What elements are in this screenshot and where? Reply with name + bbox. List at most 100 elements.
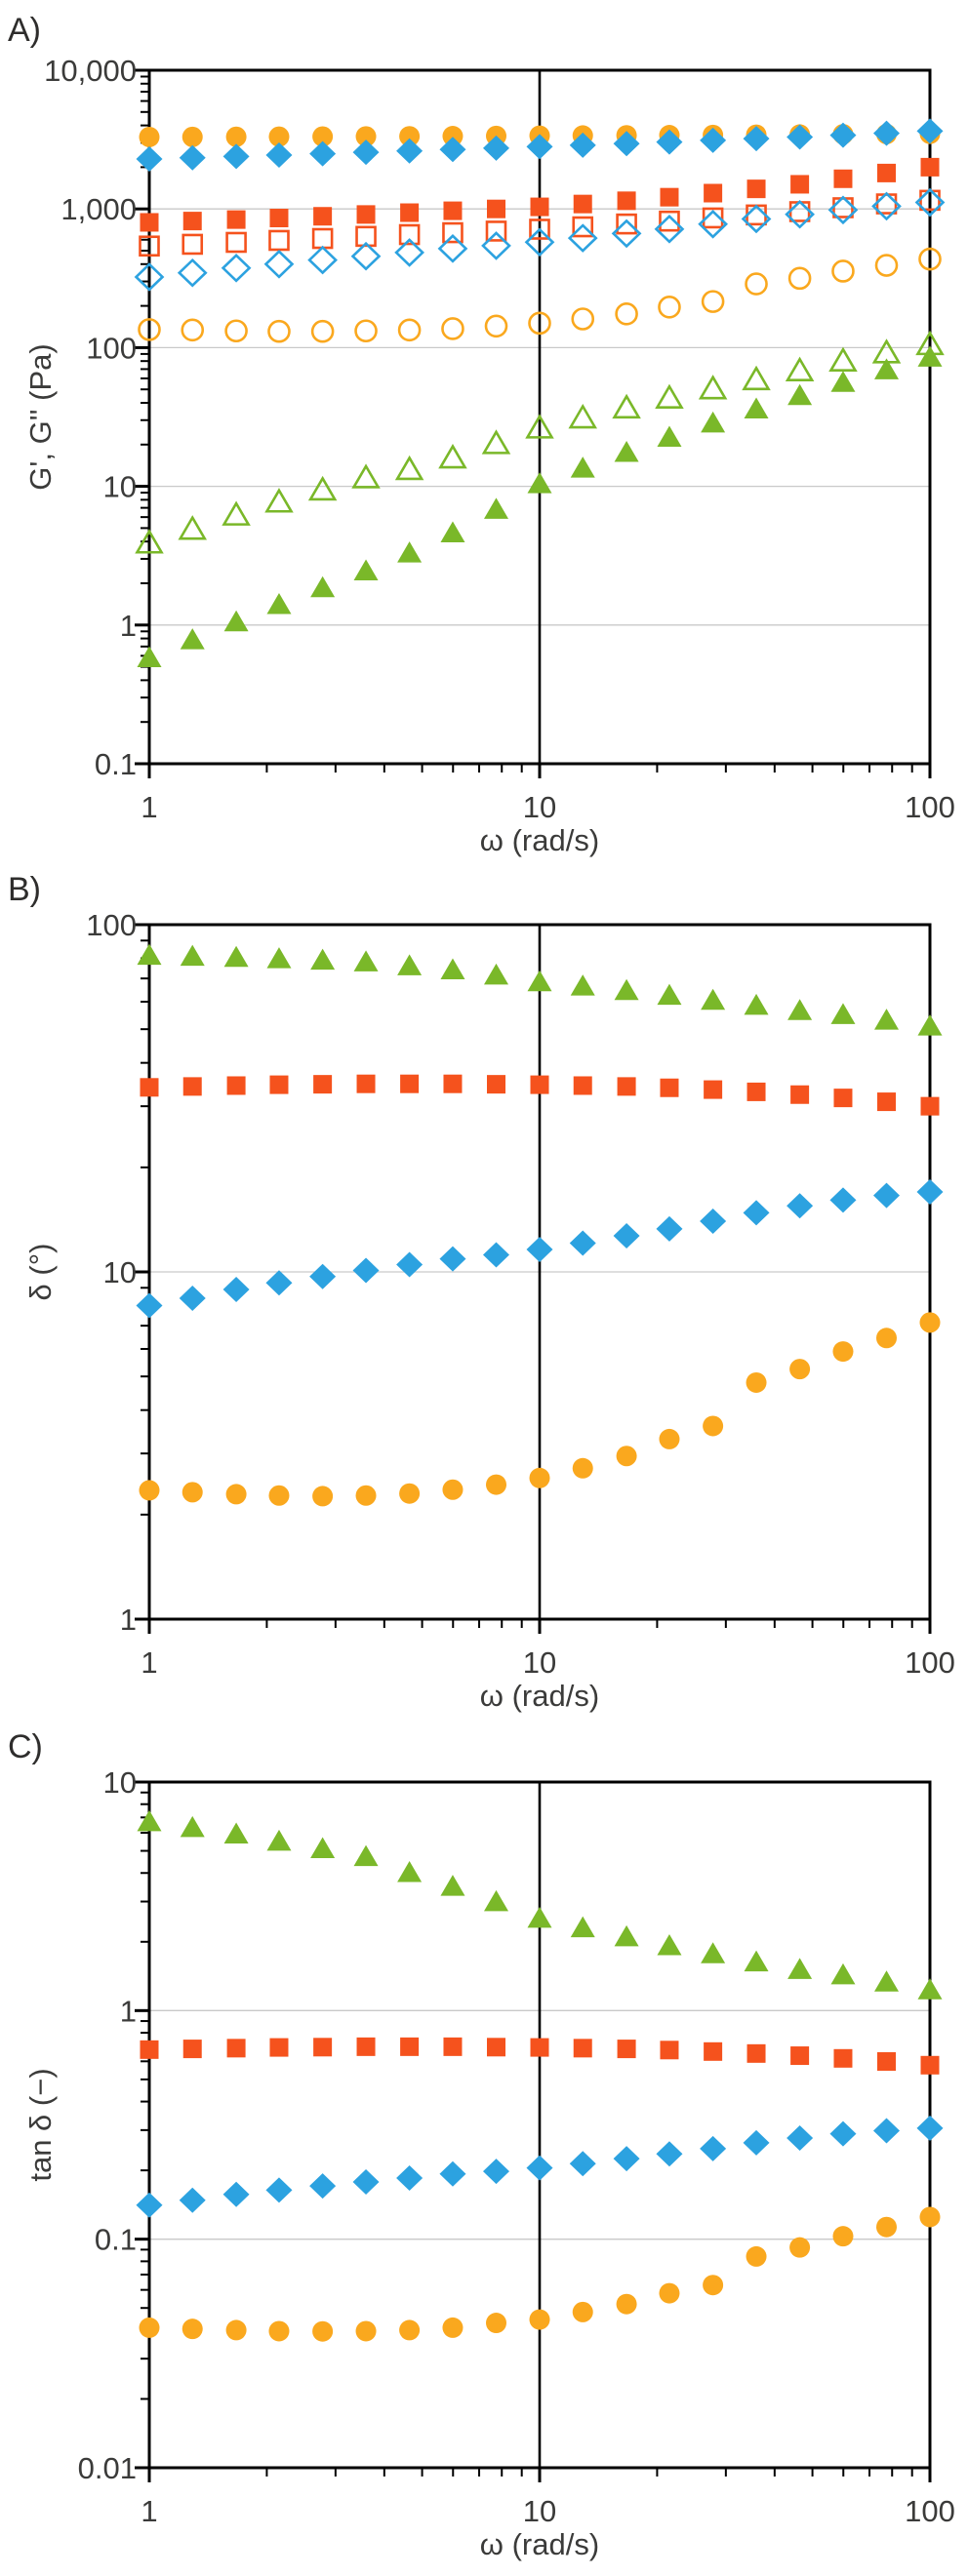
red-filled-square-point bbox=[617, 1077, 636, 1096]
green-filled-triangle-point bbox=[353, 950, 379, 971]
orange-filled-circle-point bbox=[182, 2318, 203, 2340]
red-open-square-point bbox=[832, 197, 854, 218]
red-filled-square-point bbox=[486, 2038, 505, 2057]
blue-filled-diamond-point bbox=[222, 2181, 250, 2207]
orange-filled-circle-point bbox=[225, 126, 247, 147]
orange-open-circle-point bbox=[528, 311, 551, 336]
orange-filled-circle-point bbox=[139, 1480, 160, 1501]
green-filled-triangle-point bbox=[614, 441, 639, 462]
green-filled-triangle-point bbox=[744, 993, 769, 1015]
blue-filled-diamond-point bbox=[396, 1251, 424, 1278]
green-filled-triangle-point bbox=[397, 1860, 423, 1882]
orange-filled-circle-point bbox=[139, 2317, 160, 2338]
green-filled-triangle-point bbox=[614, 978, 639, 1001]
blue-open-diamond-point bbox=[611, 218, 642, 249]
red-filled-square-point bbox=[443, 1074, 463, 1093]
blue-filled-diamond-point bbox=[222, 1277, 250, 1303]
panel-b-label: B) bbox=[8, 871, 41, 908]
red-filled-square-point bbox=[920, 2055, 940, 2075]
green-filled-triangle-point bbox=[483, 963, 508, 985]
green-filled-triangle-point bbox=[137, 646, 162, 667]
orange-filled-circle-point bbox=[919, 1312, 941, 1333]
green-open-triangle-point bbox=[568, 403, 597, 429]
blue-open-diamond-point bbox=[350, 241, 382, 271]
y-tick-label: 1 bbox=[120, 1994, 137, 2028]
green-filled-triangle-point bbox=[657, 1933, 682, 1956]
x-tick-label: 100 bbox=[905, 790, 955, 824]
red-filled-square-point bbox=[573, 2039, 592, 2058]
blue-open-diamond-point bbox=[914, 187, 946, 218]
panel-a-label: A) bbox=[8, 12, 41, 49]
orange-filled-circle-point bbox=[355, 2320, 377, 2342]
green-open-triangle-point bbox=[351, 463, 381, 489]
green-open-triangle-point bbox=[222, 500, 251, 526]
orange-filled-circle-point bbox=[182, 1482, 203, 1503]
green-filled-triangle-point bbox=[701, 988, 726, 1011]
blue-open-diamond-point bbox=[654, 215, 685, 244]
red-filled-square-point bbox=[313, 1075, 333, 1094]
green-filled-triangle-point bbox=[701, 1942, 726, 1963]
green-filled-triangle-point bbox=[266, 593, 292, 614]
red-filled-square-point bbox=[617, 2040, 636, 2059]
blue-filled-diamond-point bbox=[265, 141, 293, 168]
orange-open-circle-point bbox=[138, 318, 161, 341]
blue-filled-diamond-point bbox=[136, 146, 163, 173]
green-open-triangle-point bbox=[785, 356, 815, 382]
blue-filled-diamond-point bbox=[526, 1237, 553, 1263]
orange-filled-circle-point bbox=[746, 2245, 767, 2267]
orange-filled-circle-point bbox=[485, 2313, 506, 2334]
red-open-square-point bbox=[268, 229, 290, 252]
green-filled-triangle-point bbox=[223, 1822, 249, 1844]
red-open-square-point bbox=[616, 213, 637, 235]
y-axis-label: δ (°) bbox=[23, 1244, 58, 1301]
green-filled-triangle-point bbox=[353, 559, 379, 580]
green-filled-triangle-point bbox=[570, 1916, 595, 1938]
blue-filled-diamond-point bbox=[786, 124, 814, 150]
blue-filled-diamond-point bbox=[569, 2151, 596, 2177]
orange-open-circle-point bbox=[874, 254, 899, 277]
blue-filled-diamond-point bbox=[743, 1200, 770, 1226]
blue-filled-diamond-point bbox=[265, 1270, 293, 1296]
blue-open-diamond-point bbox=[785, 199, 815, 229]
orange-filled-circle-point bbox=[789, 1359, 811, 1380]
orange-filled-circle-point bbox=[919, 2206, 941, 2228]
red-filled-square-point bbox=[920, 157, 940, 177]
red-filled-square-point bbox=[660, 2041, 679, 2060]
x-tick-label: 10 bbox=[523, 790, 556, 824]
orange-open-circle-point bbox=[831, 259, 855, 283]
green-filled-triangle-point bbox=[830, 1962, 856, 1985]
blue-open-diamond-point bbox=[567, 223, 598, 253]
orange-filled-circle-point bbox=[139, 126, 160, 147]
blue-filled-diamond-point bbox=[439, 1246, 466, 1272]
green-filled-triangle-point bbox=[266, 947, 292, 969]
green-open-triangle-point bbox=[394, 455, 424, 481]
green-filled-triangle-point bbox=[657, 983, 682, 1006]
green-open-triangle-point bbox=[742, 365, 771, 391]
blue-filled-diamond-point bbox=[482, 135, 509, 161]
x-tick-label: 1 bbox=[141, 1645, 157, 1680]
green-filled-triangle-point bbox=[180, 628, 205, 650]
blue-open-diamond-point bbox=[394, 238, 424, 267]
blue-open-diamond-point bbox=[134, 262, 165, 292]
orange-filled-circle-point bbox=[746, 1371, 767, 1393]
blue-filled-diamond-point bbox=[656, 2141, 683, 2167]
orange-open-circle-point bbox=[484, 314, 508, 338]
green-filled-triangle-point bbox=[614, 1924, 639, 1947]
red-open-square-point bbox=[442, 221, 464, 244]
blue-open-diamond-point bbox=[307, 245, 338, 275]
green-filled-triangle-point bbox=[873, 1970, 899, 1992]
red-filled-square-point bbox=[790, 2046, 810, 2066]
blue-filled-diamond-point bbox=[656, 129, 683, 155]
green-open-triangle-point bbox=[828, 346, 858, 372]
blue-open-diamond-point bbox=[741, 204, 772, 234]
orange-filled-circle-point bbox=[268, 1485, 290, 1506]
red-filled-square-point bbox=[226, 2039, 246, 2058]
green-filled-triangle-point bbox=[180, 944, 205, 967]
green-filled-triangle-point bbox=[830, 371, 856, 392]
red-open-square-point bbox=[529, 218, 550, 240]
orange-filled-circle-point bbox=[399, 126, 421, 147]
orange-filled-circle-point bbox=[832, 2226, 854, 2247]
orange-filled-circle-point bbox=[399, 2319, 421, 2341]
panel-c-label: C) bbox=[8, 1728, 43, 1765]
